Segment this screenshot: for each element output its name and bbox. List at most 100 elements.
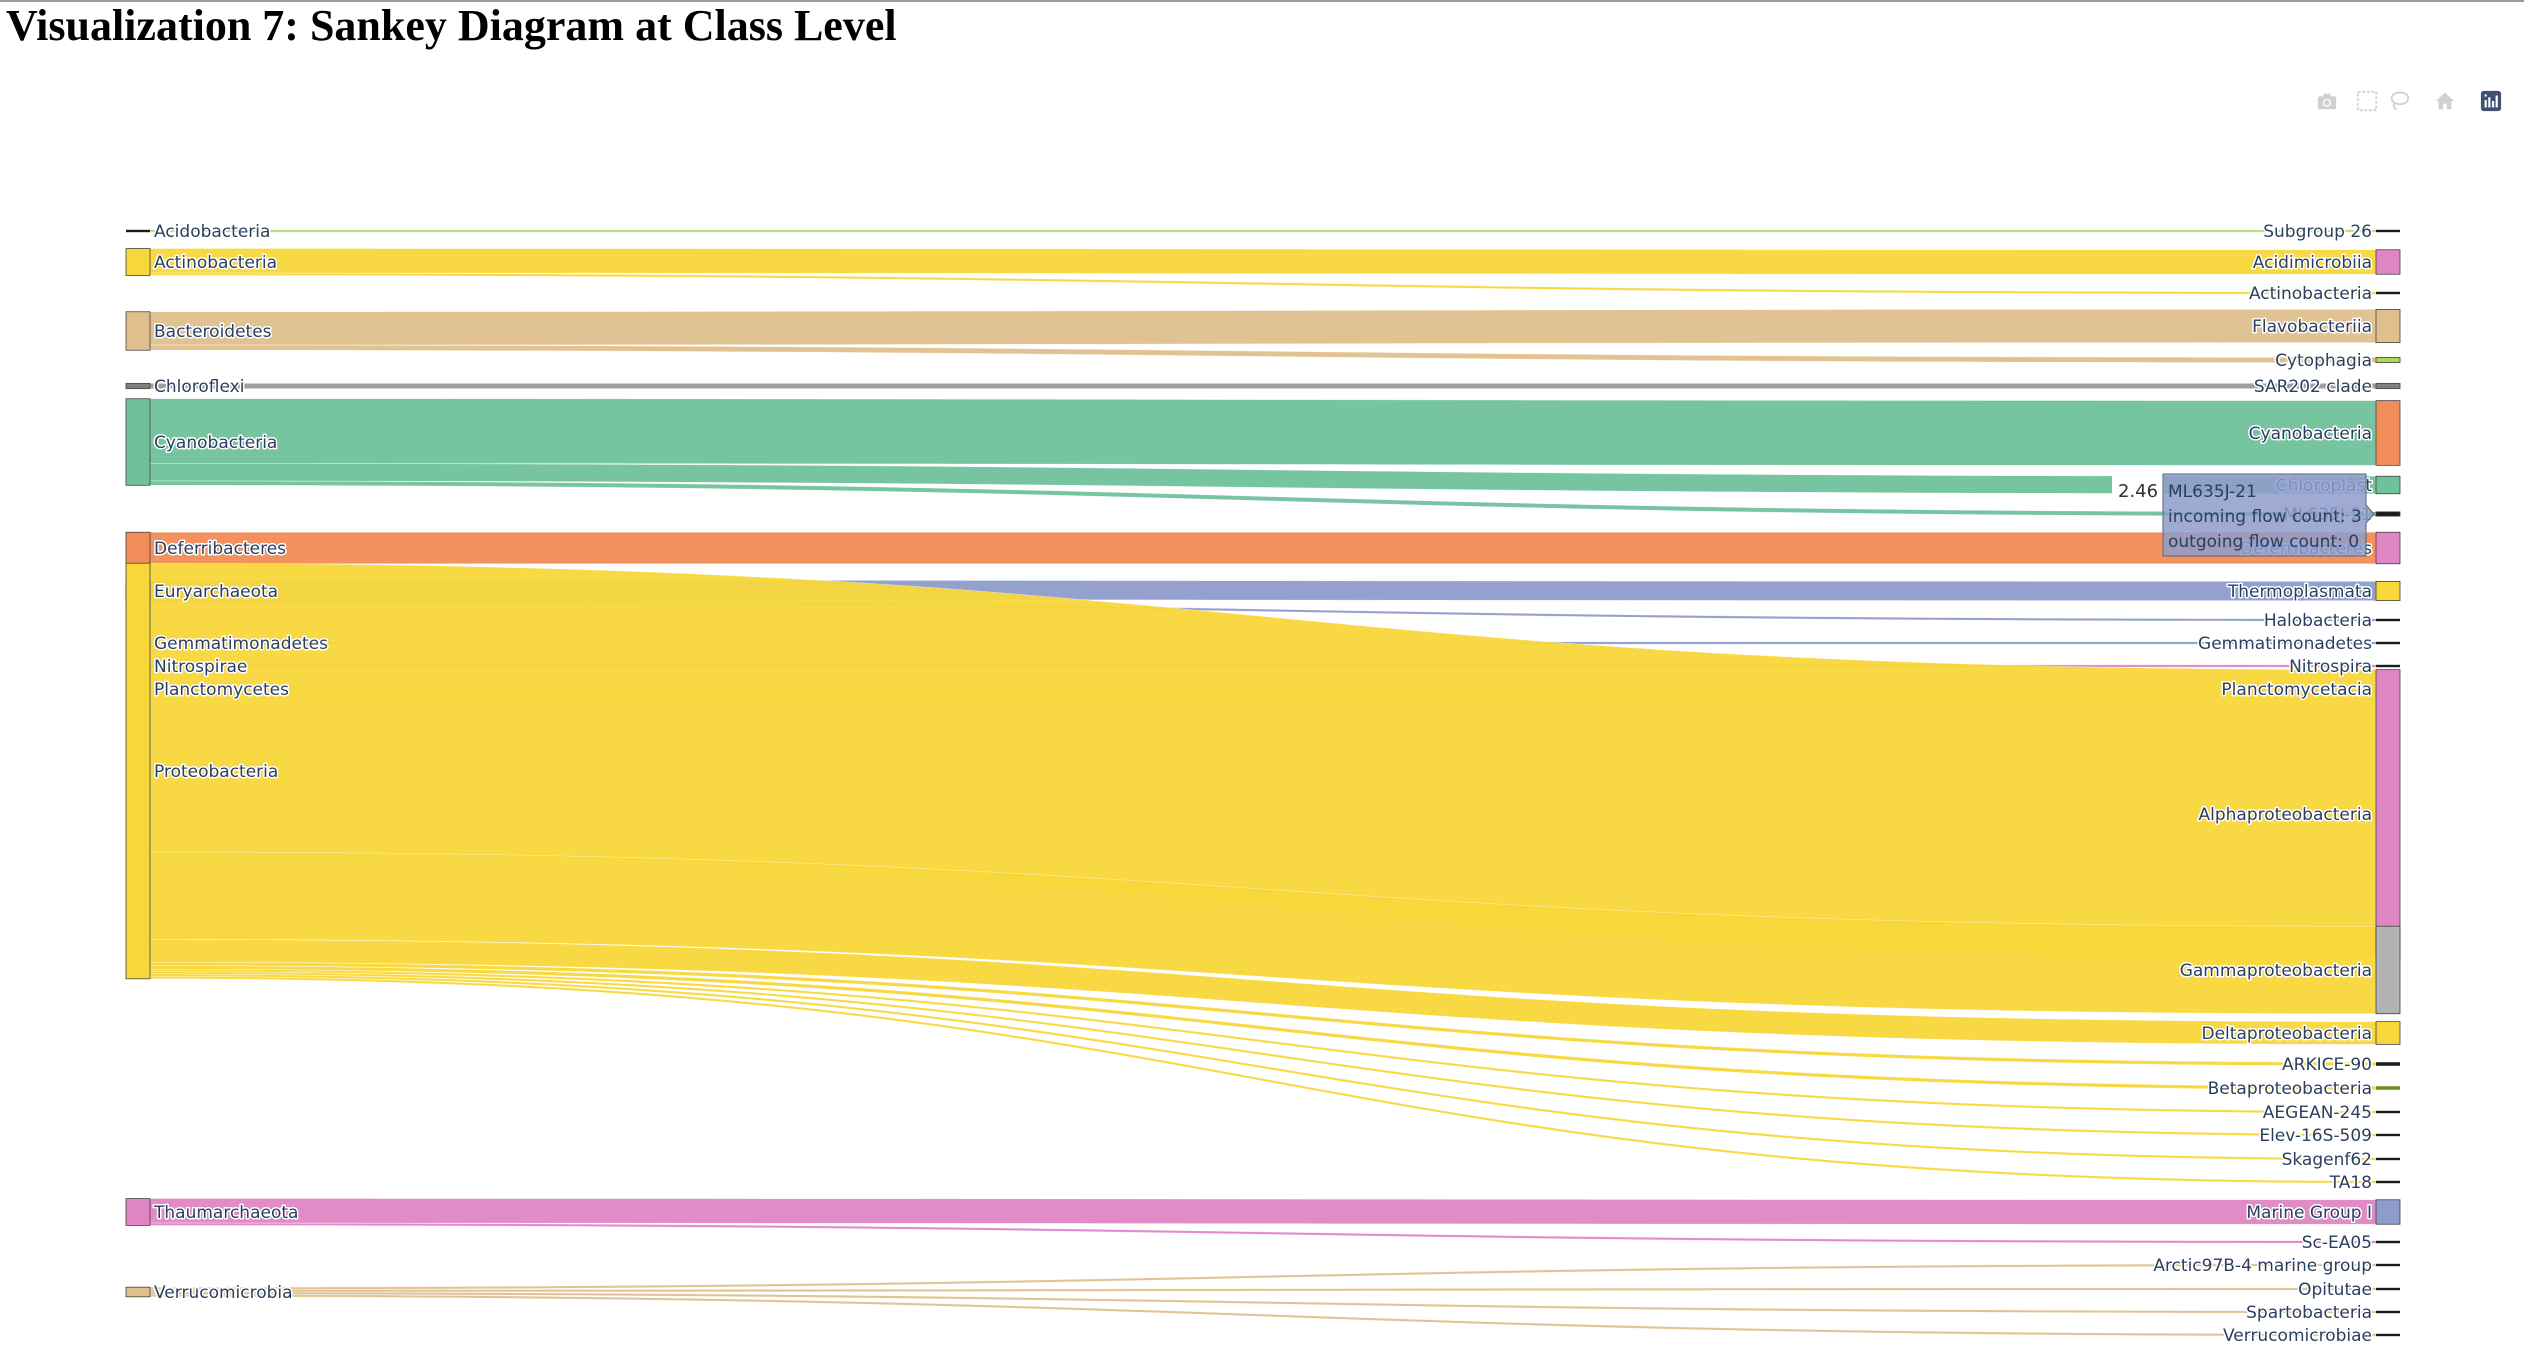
target-node[interactable] bbox=[2375, 580, 2401, 602]
hover-outgoing-count: outgoing flow count: 0 bbox=[2168, 532, 2359, 552]
target-node-label: AEGEAN-245 bbox=[2263, 1103, 2372, 1123]
sankey-link[interactable] bbox=[149, 1291, 2377, 1314]
target-node[interactable] bbox=[2375, 475, 2401, 495]
target-node-label: Deltaproteobacteria bbox=[2202, 1024, 2373, 1044]
target-node[interactable] bbox=[2376, 664, 2400, 668]
target-node[interactable] bbox=[2375, 531, 2401, 565]
lasso-icon bbox=[2390, 91, 2410, 111]
source-node[interactable] bbox=[125, 1198, 151, 1226]
target-node-label: Thermoplasmata bbox=[2227, 582, 2372, 602]
box-select-icon bbox=[2356, 90, 2378, 112]
top-border bbox=[0, 0, 2524, 2]
target-node-label: Gammaproteobacteria bbox=[2180, 961, 2372, 981]
sankey-link[interactable] bbox=[149, 248, 2377, 275]
target-node-label: Halobacteria bbox=[2264, 611, 2372, 631]
target-node[interactable] bbox=[2376, 1310, 2400, 1314]
source-node-label: Proteobacteria bbox=[154, 762, 278, 782]
target-node-label: SAR202 clade bbox=[2254, 377, 2372, 397]
hover-node-name: ML635J-21 bbox=[2168, 482, 2257, 502]
target-node[interactable] bbox=[2375, 1021, 2401, 1045]
target-node-label: Arctic97B-4 marine group bbox=[2153, 1256, 2372, 1276]
target-node[interactable] bbox=[2375, 511, 2401, 517]
reset-axes-button[interactable] bbox=[2430, 86, 2460, 116]
target-node-label: Flavobacteriia bbox=[2252, 317, 2372, 337]
target-node[interactable] bbox=[2376, 1333, 2400, 1337]
target-node-label: Opitutae bbox=[2298, 1280, 2372, 1300]
plotly-logo-link[interactable] bbox=[2476, 86, 2506, 116]
lasso-select-button[interactable] bbox=[2384, 86, 2414, 116]
source-node-label: Gemmatimonadetes bbox=[154, 634, 328, 654]
target-node[interactable] bbox=[2375, 400, 2401, 466]
hover-value-text: 2.46 bbox=[2118, 481, 2158, 502]
target-node[interactable] bbox=[2375, 382, 2401, 390]
target-node-label: Cytophagia bbox=[2275, 351, 2372, 371]
target-node[interactable] bbox=[2376, 1133, 2400, 1137]
source-node-label: Chloroflexi bbox=[154, 377, 244, 397]
plot-modebar bbox=[2296, 86, 2506, 116]
box-select-button[interactable] bbox=[2352, 86, 2382, 116]
sankey-link[interactable] bbox=[149, 532, 2377, 564]
source-node[interactable] bbox=[125, 531, 151, 565]
target-node[interactable] bbox=[2376, 1263, 2400, 1267]
target-node-label: Spartobacteria bbox=[2246, 1303, 2372, 1323]
source-node-label: Nitrospirae bbox=[154, 657, 247, 677]
target-node-label: Subgroup 26 bbox=[2263, 222, 2372, 242]
target-node-label: Gemmatimonadetes bbox=[2198, 634, 2372, 654]
target-node-label: Planctomycetacia bbox=[2221, 680, 2372, 700]
target-node-label: TA18 bbox=[2329, 1173, 2372, 1193]
sankey-link[interactable] bbox=[149, 463, 2377, 494]
sankey-link[interactable] bbox=[149, 309, 2377, 346]
sankey-link[interactable] bbox=[149, 1294, 2377, 1337]
target-node-label: Verrucomicrobiae bbox=[2223, 1326, 2372, 1346]
hover-value-box bbox=[2112, 474, 2164, 504]
target-node[interactable] bbox=[2376, 1180, 2400, 1184]
sankey-link[interactable] bbox=[149, 1222, 2377, 1244]
download-plot-button[interactable] bbox=[2312, 86, 2342, 116]
target-node[interactable] bbox=[2376, 1110, 2400, 1114]
source-node-label: Thaumarchaeota bbox=[153, 1203, 298, 1223]
source-node[interactable] bbox=[126, 229, 150, 233]
hover-label-box bbox=[2162, 473, 2375, 557]
source-node[interactable] bbox=[125, 562, 151, 980]
sankey-link[interactable] bbox=[149, 1198, 2377, 1225]
target-node[interactable] bbox=[2376, 1287, 2400, 1291]
target-node[interactable] bbox=[2376, 1157, 2400, 1161]
target-node[interactable] bbox=[2375, 1199, 2401, 1225]
sankey-link[interactable] bbox=[149, 229, 2377, 233]
target-node-label: Betaproteobacteria bbox=[2208, 1079, 2372, 1099]
sankey-link[interactable] bbox=[149, 1263, 2377, 1290]
sankey-link[interactable] bbox=[149, 344, 2377, 363]
target-node-label: ARKICE-90 bbox=[2282, 1055, 2372, 1075]
target-node[interactable] bbox=[2375, 356, 2401, 364]
target-node[interactable] bbox=[2375, 669, 2401, 959]
sankey-link[interactable] bbox=[149, 383, 2377, 389]
target-node[interactable] bbox=[2376, 291, 2400, 295]
target-node[interactable] bbox=[2376, 229, 2400, 233]
target-node[interactable] bbox=[2375, 249, 2401, 275]
camera-icon bbox=[2317, 93, 2337, 110]
source-node[interactable] bbox=[125, 398, 151, 486]
target-node-label: Marine Group I bbox=[2246, 1203, 2372, 1223]
source-node-label: Planctomycetes bbox=[154, 680, 289, 700]
target-node[interactable] bbox=[2376, 1240, 2400, 1244]
target-node[interactable] bbox=[2376, 641, 2400, 645]
target-node-label: Elev-16S-509 bbox=[2259, 1126, 2372, 1146]
target-node-label: Nitrospira bbox=[2289, 657, 2372, 677]
sankey-link[interactable] bbox=[149, 272, 2377, 295]
source-node[interactable] bbox=[125, 311, 151, 351]
source-node[interactable] bbox=[125, 248, 151, 276]
target-node[interactable] bbox=[2375, 308, 2401, 344]
target-node[interactable] bbox=[2376, 1086, 2400, 1090]
source-node-label: Bacteroidetes bbox=[154, 322, 272, 342]
source-node-label: Acidobacteria bbox=[154, 222, 270, 242]
target-node[interactable] bbox=[2376, 1062, 2400, 1066]
home-icon bbox=[2435, 92, 2455, 110]
hover-tooltip: 2.46 ML635J-21 incoming flow count: 3 ou… bbox=[2112, 473, 2375, 557]
source-node[interactable] bbox=[125, 1286, 151, 1298]
target-node-label: Acidimicrobiia bbox=[2253, 253, 2372, 273]
target-node[interactable] bbox=[2375, 925, 2401, 1015]
sankey-link[interactable] bbox=[149, 398, 2377, 466]
target-node[interactable] bbox=[2376, 618, 2400, 622]
source-node[interactable] bbox=[125, 382, 151, 390]
